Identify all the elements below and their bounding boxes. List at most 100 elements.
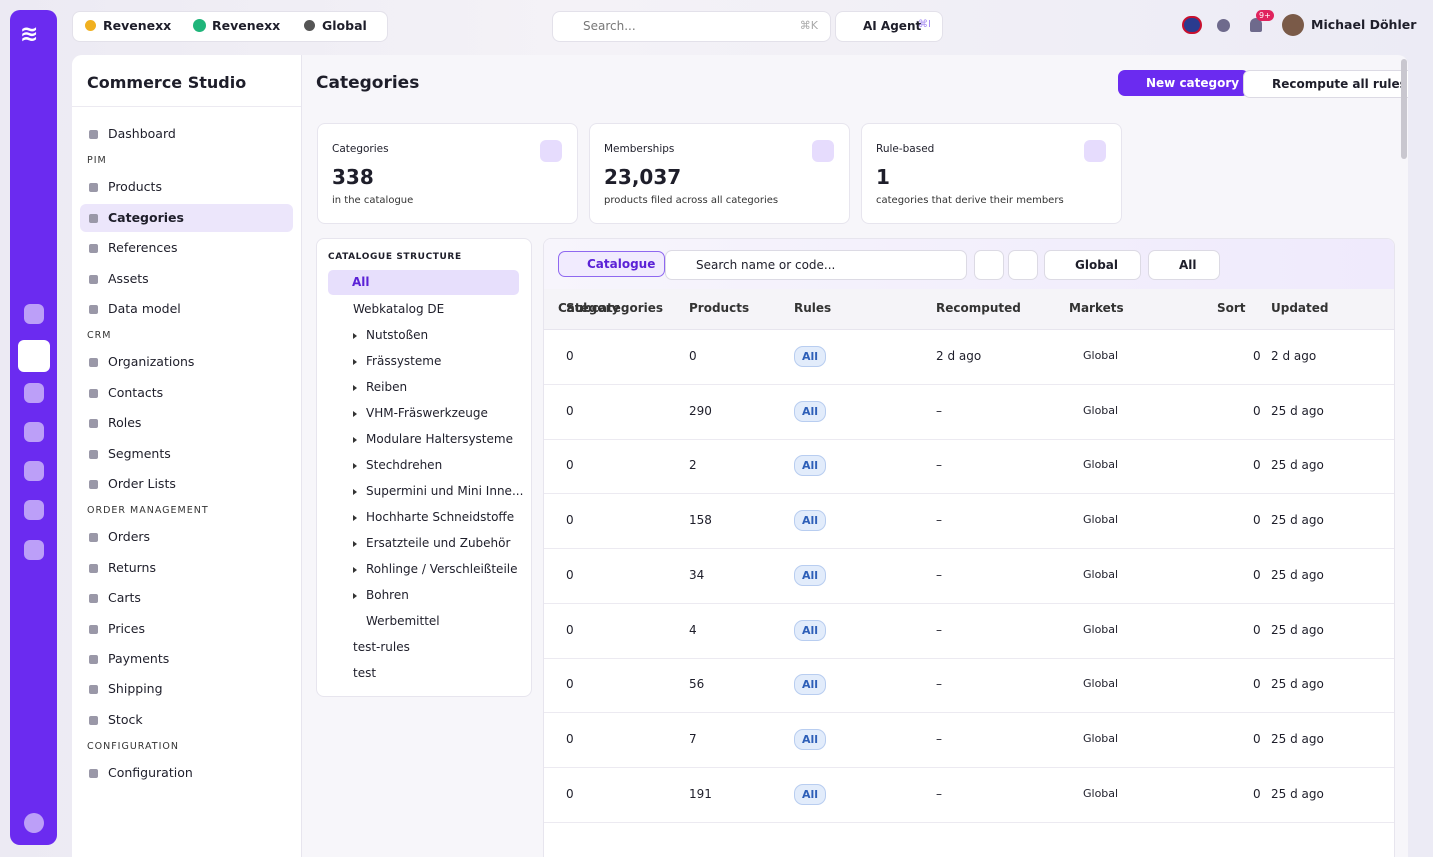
filter-button[interactable] [974, 250, 1004, 280]
tree-node-label[interactable]: Stechdrehen [366, 458, 443, 472]
rail-icon[interactable] [24, 422, 44, 442]
table-cell: 25 d ago [1271, 786, 1324, 801]
tree-node-label[interactable]: Webkatalog DE [353, 302, 445, 316]
column-header[interactable]: Products [689, 301, 750, 315]
nav-item[interactable]: Contacts [80, 379, 293, 407]
stat-label: Categories [332, 143, 389, 155]
tree-node-label[interactable]: Bohren [366, 588, 409, 602]
tree-node-active[interactable]: All [328, 270, 519, 295]
table-cell: 191 [689, 786, 712, 801]
help-icon[interactable] [1217, 19, 1230, 32]
nav-item[interactable]: Assets [80, 265, 293, 293]
settings-icon[interactable] [24, 813, 44, 833]
nav-item[interactable]: Products [80, 173, 293, 201]
tenant-dot [193, 19, 206, 32]
org-name[interactable]: Revenexx [103, 18, 172, 33]
ai-agent-button[interactable]: AI Agent ⌘I [835, 11, 943, 42]
tree-node-label[interactable]: test [353, 666, 377, 680]
nav-item[interactable]: Prices [80, 615, 293, 643]
nav-icon [89, 244, 98, 254]
table-cell: 25 d ago [1271, 458, 1324, 473]
rail-icon[interactable] [24, 383, 44, 403]
nav-item[interactable]: References [80, 234, 293, 262]
view-button[interactable] [1008, 250, 1038, 280]
status-select[interactable]: All [1148, 250, 1220, 280]
stat-icon [812, 140, 834, 162]
sidebar: Commerce Studio Dashboard PIM Products Categ… [72, 55, 302, 857]
rail-icon[interactable] [24, 461, 44, 481]
nav-item[interactable]: Returns [80, 554, 293, 582]
table-cell: – [936, 786, 942, 801]
market-cell: Global [1083, 513, 1119, 527]
nav-item[interactable]: Data model [80, 295, 293, 323]
table-cell: 0 [566, 731, 574, 746]
rail-icon[interactable] [24, 500, 44, 520]
column-header[interactable]: Subcategories [566, 301, 664, 315]
tree-node-label[interactable]: Supermini und Mini Inne... [366, 484, 524, 498]
tree-node-label[interactable]: Nutstoßen [366, 328, 429, 342]
nav-item[interactable]: Orders [80, 523, 293, 551]
market-select[interactable]: Global [1044, 250, 1142, 280]
notification-icon[interactable] [1250, 18, 1262, 32]
column-header[interactable]: Rules [794, 301, 832, 315]
table-cell: 290 [689, 403, 712, 418]
tree-node-label[interactable]: Frässysteme [366, 354, 442, 368]
global-search[interactable]: Search... ⌘K [552, 11, 831, 42]
new-category-button[interactable]: New category [1118, 70, 1250, 96]
column-header[interactable]: Markets [1069, 301, 1124, 315]
table-row-divider [544, 657, 1394, 659]
sort-cell: 0 [1253, 731, 1261, 746]
tree-node-label[interactable]: test-rules [353, 640, 410, 654]
tree-node-label[interactable]: Werbemittel [366, 614, 440, 628]
stat-label: Memberships [604, 143, 675, 155]
nav-item[interactable]: Shipping [80, 675, 293, 703]
scope-name[interactable]: Global [322, 18, 367, 33]
nav-item[interactable]: Dashboard [80, 120, 293, 148]
nav-item[interactable]: Carts [80, 584, 293, 612]
avatar[interactable] [1282, 14, 1304, 36]
tree-caret [353, 385, 357, 391]
language-flag[interactable] [1182, 16, 1202, 34]
table-cell: 25 d ago [1271, 567, 1324, 582]
tree-node-label[interactable]: VHM-Fräswerkzeuge [366, 406, 488, 420]
nav-icon [89, 769, 98, 779]
nav-item[interactable]: Roles [80, 409, 293, 437]
rail-icon-active[interactable] [18, 340, 50, 372]
nav-item-active[interactable]: Categories [80, 203, 293, 232]
table-row-divider [544, 821, 1394, 823]
user-name[interactable]: Michael Döhler [1311, 17, 1417, 32]
nav-item[interactable]: Order Lists [80, 470, 293, 498]
tree-node-label[interactable]: Reiben [366, 380, 408, 394]
table-cell: 25 d ago [1271, 731, 1324, 746]
nav-item[interactable]: Configuration [80, 759, 293, 787]
nav-item[interactable]: Stock [80, 706, 293, 734]
catalogue-tab[interactable]: Catalogue [558, 251, 666, 277]
nav-icon [89, 655, 98, 664]
market-cell: Global [1083, 567, 1119, 581]
column-header[interactable]: Category [558, 301, 620, 315]
rail-icon[interactable] [24, 304, 44, 324]
table-cell: 25 d ago [1271, 622, 1324, 637]
nav-label: Carts [108, 590, 141, 606]
recompute-button[interactable]: Recompute all rules [1243, 70, 1408, 98]
table-search[interactable]: Search name or code... [665, 250, 967, 280]
nav-label: Shipping [108, 681, 163, 697]
nav-item[interactable]: Segments [80, 440, 293, 468]
stat-card: Memberships 23,037 products filed across a… [589, 123, 850, 224]
column-header[interactable]: Updated [1271, 301, 1329, 315]
market-cell: Global [1083, 677, 1119, 691]
tree-node-label[interactable]: Hochharte Schneidstoffe [366, 510, 515, 524]
table-row-divider [544, 766, 1394, 768]
tenant-name[interactable]: Revenexx [212, 18, 281, 33]
nav-item[interactable]: Payments [80, 645, 293, 673]
search-shortcut: ⌘K [799, 19, 818, 32]
tree-node-label[interactable]: Ersatzteile und Zubehör [366, 536, 511, 550]
column-header[interactable]: Sort [1217, 301, 1246, 315]
rail-icon[interactable] [24, 540, 44, 560]
tree-node-label[interactable]: Rohlinge / Verschleißteile [366, 562, 518, 576]
nav-item[interactable]: Organizations [80, 348, 293, 376]
column-header[interactable]: Recomputed [936, 301, 1021, 315]
table-panel: Catalogue Search name or code... Global All… [543, 238, 1395, 857]
tree-node-label[interactable]: Modulare Haltersysteme [366, 432, 513, 446]
notification-badge: 9+ [1256, 10, 1274, 21]
